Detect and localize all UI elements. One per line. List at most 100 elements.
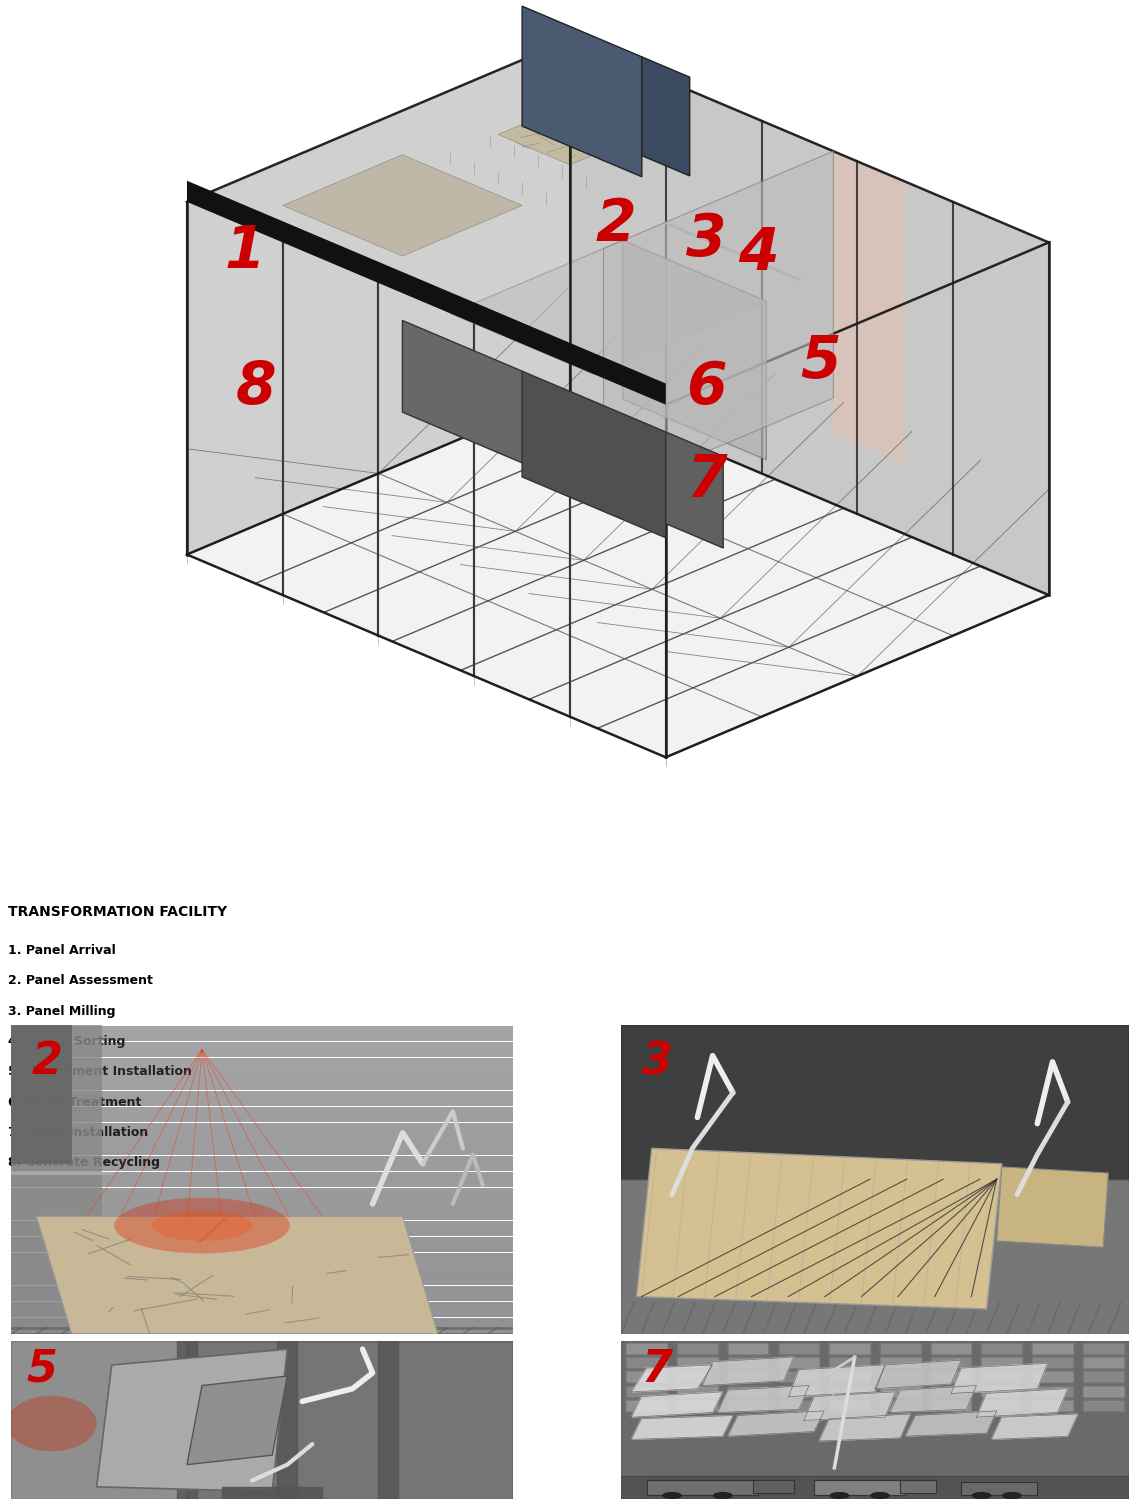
Polygon shape (621, 1025, 1129, 1178)
Polygon shape (377, 1341, 398, 1499)
Polygon shape (829, 1356, 870, 1368)
Polygon shape (1083, 1356, 1124, 1368)
Polygon shape (880, 1343, 921, 1353)
Bar (646, 1480, 758, 1495)
Bar (11, 1058, 513, 1073)
Polygon shape (982, 1356, 1023, 1368)
Circle shape (972, 1492, 991, 1498)
Polygon shape (727, 1371, 768, 1382)
Polygon shape (727, 1356, 768, 1368)
Text: 8. Concrete Recycling: 8. Concrete Recycling (8, 1156, 160, 1169)
Bar (11, 1237, 513, 1252)
Text: 5: 5 (800, 333, 841, 390)
Polygon shape (1032, 1371, 1073, 1382)
Bar (11, 1302, 513, 1317)
Text: 1. Panel Arrival: 1. Panel Arrival (8, 943, 116, 957)
Text: 1: 1 (225, 223, 266, 280)
Bar (961, 1481, 1037, 1495)
Bar (814, 1480, 905, 1495)
Polygon shape (1083, 1385, 1124, 1397)
Bar (11, 1026, 513, 1041)
Polygon shape (677, 1343, 718, 1353)
Bar (11, 1106, 513, 1123)
Polygon shape (187, 1376, 287, 1465)
Polygon shape (789, 1365, 885, 1397)
Bar (901, 1480, 936, 1493)
Polygon shape (642, 57, 690, 176)
Polygon shape (727, 1411, 824, 1436)
Polygon shape (187, 181, 666, 405)
Polygon shape (996, 1166, 1108, 1248)
Bar (11, 1091, 513, 1106)
Polygon shape (187, 39, 1049, 405)
Polygon shape (779, 1371, 820, 1382)
Ellipse shape (152, 1210, 252, 1242)
Text: 3: 3 (686, 211, 727, 268)
Polygon shape (522, 6, 642, 176)
Polygon shape (621, 1475, 1129, 1499)
Text: 7. Panel Installation: 7. Panel Installation (8, 1126, 148, 1139)
Polygon shape (718, 1385, 809, 1412)
Polygon shape (666, 433, 723, 549)
Polygon shape (829, 1343, 870, 1353)
Polygon shape (570, 39, 1049, 595)
Bar (11, 1139, 513, 1154)
Bar (11, 1074, 513, 1090)
Text: 5: 5 (26, 1347, 57, 1391)
Text: 2: 2 (595, 196, 636, 253)
Polygon shape (632, 1392, 723, 1417)
Text: 3. Panel Milling: 3. Panel Milling (8, 1005, 115, 1017)
Bar (11, 1010, 513, 1025)
Polygon shape (677, 1400, 718, 1411)
Polygon shape (626, 1400, 667, 1411)
Text: 2: 2 (32, 1040, 63, 1084)
Text: 6. Panel Treatment: 6. Panel Treatment (8, 1096, 141, 1109)
Polygon shape (677, 1356, 718, 1368)
Polygon shape (976, 1389, 1068, 1417)
Bar (11, 1285, 513, 1301)
Bar (11, 1204, 513, 1219)
Text: 7: 7 (686, 452, 727, 509)
Polygon shape (187, 39, 570, 555)
Circle shape (1003, 1492, 1021, 1498)
Polygon shape (36, 1216, 438, 1334)
Polygon shape (621, 1178, 1129, 1334)
Bar (11, 1025, 72, 1163)
Polygon shape (982, 1385, 1023, 1397)
Polygon shape (626, 1371, 667, 1382)
Polygon shape (187, 1341, 513, 1499)
Polygon shape (632, 1365, 712, 1392)
Polygon shape (1032, 1343, 1073, 1353)
Bar (11, 1156, 513, 1171)
Polygon shape (283, 155, 522, 256)
Text: 4. Offcut Sorting: 4. Offcut Sorting (8, 1035, 125, 1049)
Polygon shape (779, 1385, 820, 1397)
Polygon shape (880, 1400, 921, 1411)
Polygon shape (905, 1411, 996, 1436)
Ellipse shape (7, 1395, 97, 1451)
Text: 5. Attachment Installation: 5. Attachment Installation (8, 1065, 192, 1079)
Polygon shape (890, 1385, 976, 1412)
Polygon shape (603, 151, 833, 496)
Polygon shape (876, 1361, 961, 1389)
Bar (11, 1254, 513, 1269)
Text: 7: 7 (642, 1347, 673, 1391)
Polygon shape (982, 1371, 1023, 1382)
Bar (11, 1188, 513, 1204)
Polygon shape (522, 371, 666, 538)
Bar (11, 1319, 513, 1334)
Polygon shape (626, 1385, 667, 1397)
Bar (11, 1269, 513, 1285)
Circle shape (662, 1492, 682, 1498)
Polygon shape (820, 1414, 911, 1441)
Polygon shape (880, 1371, 921, 1382)
Circle shape (714, 1492, 732, 1498)
Polygon shape (880, 1356, 921, 1368)
Polygon shape (833, 151, 905, 464)
Polygon shape (621, 1341, 1129, 1475)
Polygon shape (1032, 1385, 1073, 1397)
Text: TRANSFORMATION FACILITY: TRANSFORMATION FACILITY (8, 904, 227, 919)
Polygon shape (677, 1385, 718, 1397)
Bar (754, 1480, 793, 1493)
Polygon shape (727, 1343, 768, 1353)
